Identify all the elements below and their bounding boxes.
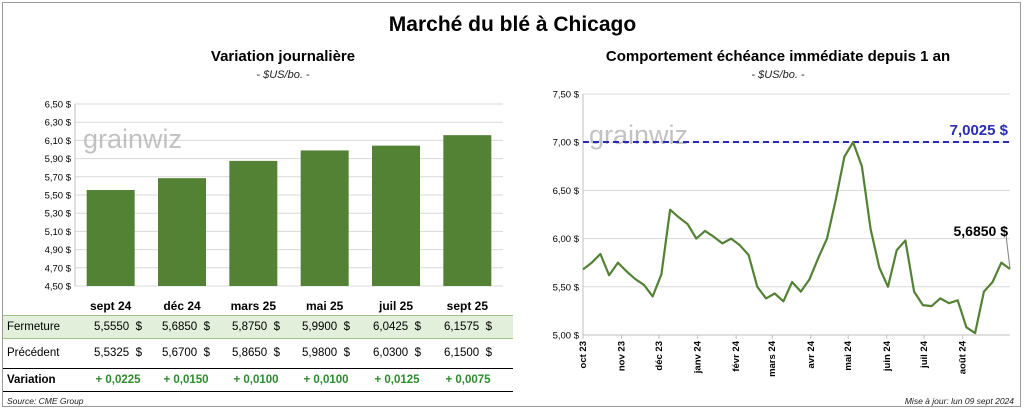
line-x-tick-label: nov 23: [617, 341, 628, 371]
table-cell: 6,1500 $: [444, 347, 492, 359]
bar-category-label: juil 25: [378, 299, 413, 313]
line-x-tick-label: févr 24: [731, 340, 742, 371]
left-chart-title: Variation journalière: [210, 48, 356, 65]
bar-category-label: mai 25: [306, 299, 344, 313]
table-cell: 5,6850 $: [162, 321, 210, 333]
line-chart: 5,00 $ 5,50 $ 6,00 $ 6,50 $ 7,00 $ 7,50 $ grai…: [553, 90, 1011, 377]
left-chart-unit: - $US/bo. -: [256, 69, 310, 81]
bar-category-label: sept 24: [90, 299, 132, 313]
table-cell: 6,0425 $: [373, 321, 421, 333]
bar-category-label: mars 25: [231, 299, 277, 313]
page-title: Marché du blé à Chicago: [388, 13, 637, 36]
line-y-tick-label: 6,50 $: [553, 186, 580, 197]
bar-0: [86, 189, 135, 286]
table-cell: 5,5325 $: [94, 347, 142, 359]
table-cell: 5,8650 $: [232, 347, 280, 359]
last-value-leader: [1005, 234, 1011, 270]
charts-svg: 4,50 $ 4,70 $ 4,90 $ 5,10 $ 5,30 $ 5,50 $ 5,70…: [45, 90, 1011, 377]
table-cell: + 0,0075: [445, 374, 491, 386]
watermark-logo-left: grainwiz: [83, 124, 182, 154]
line-x-tick-label: déc 23: [654, 341, 665, 371]
table-cell: 6,0300 $: [373, 347, 421, 359]
row-label: Précédent: [7, 347, 60, 359]
line-x-tick-label: mars 24: [767, 340, 778, 377]
line-y-tick-label: 5,00 $: [553, 331, 580, 342]
table-cell: + 0,0100: [303, 374, 349, 386]
bar-4: [372, 145, 420, 286]
table-cell: 5,6700 $: [162, 347, 210, 359]
table-cell: 5,9800 $: [302, 347, 350, 359]
bar-y-tick-label: 5,10 $: [45, 227, 72, 238]
bar-category-label: déc 24: [163, 299, 201, 313]
table-cell: + 0,0125: [374, 374, 420, 386]
last-value-label: 5,6850 $: [954, 223, 1009, 239]
table-row-close: Fermeture 5,5550 $ 5,6850 $ 5,8750 $ 5,9900 …: [3, 315, 513, 339]
line-x-tick-label: mai 24: [843, 340, 854, 370]
line-x-tick-label: avr 24: [806, 340, 817, 368]
table-row-change: Variation + 0,0225 + 0,0150 + 0,0100 + 0,010…: [3, 368, 513, 392]
table-cell: 5,9900 $: [302, 321, 350, 333]
table-cell: 6,1575 $: [444, 321, 492, 333]
line-x-tick-label: juil 24: [919, 340, 930, 369]
line-x-tick-label: oct 23: [578, 341, 589, 368]
table-cell: + 0,0100: [233, 374, 279, 386]
line-y-tick-label: 5,50 $: [553, 282, 580, 293]
right-chart-title: Comportement échéance immédiate depuis 1…: [605, 48, 951, 65]
line-y-tick-label: 7,50 $: [553, 90, 580, 101]
line-y-tick-label: 7,00 $: [553, 138, 580, 149]
bar-2: [229, 160, 278, 286]
bar-5: [443, 135, 492, 286]
table-row-previous: Précédent 5,5325 $ 5,6700 $ 5,8650 $ 5,9800 …: [3, 342, 513, 366]
bar-y-tick-label: 5,30 $: [45, 209, 72, 220]
source-note: Source: CME Group: [7, 396, 84, 406]
watermark-logo-right: grainwiz: [589, 120, 688, 150]
bar-y-tick-label: 4,90 $: [45, 245, 72, 256]
update-date: Mise à jour: lun 09 sept 2024: [904, 396, 1014, 406]
line-x-tick-label: juin 24: [882, 340, 893, 372]
line-y-tick-label: 6,00 $: [553, 234, 580, 245]
line-x-tick-label: août 24: [958, 340, 969, 374]
row-label: Variation: [7, 374, 56, 386]
bar-y-tick-label: 4,50 $: [45, 282, 72, 293]
bar-y-tick-label: 5,90 $: [45, 154, 72, 165]
price-series-line: [582, 141, 1011, 335]
bar-y-tick-label: 6,30 $: [45, 118, 72, 129]
table-cell: + 0,0150: [163, 374, 209, 386]
table-cell: + 0,0225: [95, 374, 141, 386]
bar-y-tick-label: 6,10 $: [45, 136, 72, 147]
bar-y-tick-label: 5,50 $: [45, 191, 72, 202]
bar-1: [158, 178, 206, 286]
bar-y-tick-label: 5,70 $: [45, 172, 72, 183]
table-cell: 5,5550 $: [94, 321, 142, 333]
bar-chart: 4,50 $ 4,70 $ 4,90 $ 5,10 $ 5,30 $ 5,50 $ 5,70…: [45, 100, 503, 313]
bar-y-tick-label: 6,50 $: [45, 100, 72, 111]
row-label: Fermeture: [7, 321, 61, 333]
table-cell: 5,8750 $: [232, 321, 280, 333]
line-x-tick-label: janv 24: [693, 340, 704, 374]
bar-y-tick-label: 4,70 $: [45, 263, 72, 274]
right-chart-unit: - $US/bo. -: [751, 69, 805, 81]
bar-3: [300, 150, 349, 286]
max-reference-label: 7,0025 $: [950, 122, 1009, 139]
bar-category-label: sept 25: [447, 299, 489, 313]
